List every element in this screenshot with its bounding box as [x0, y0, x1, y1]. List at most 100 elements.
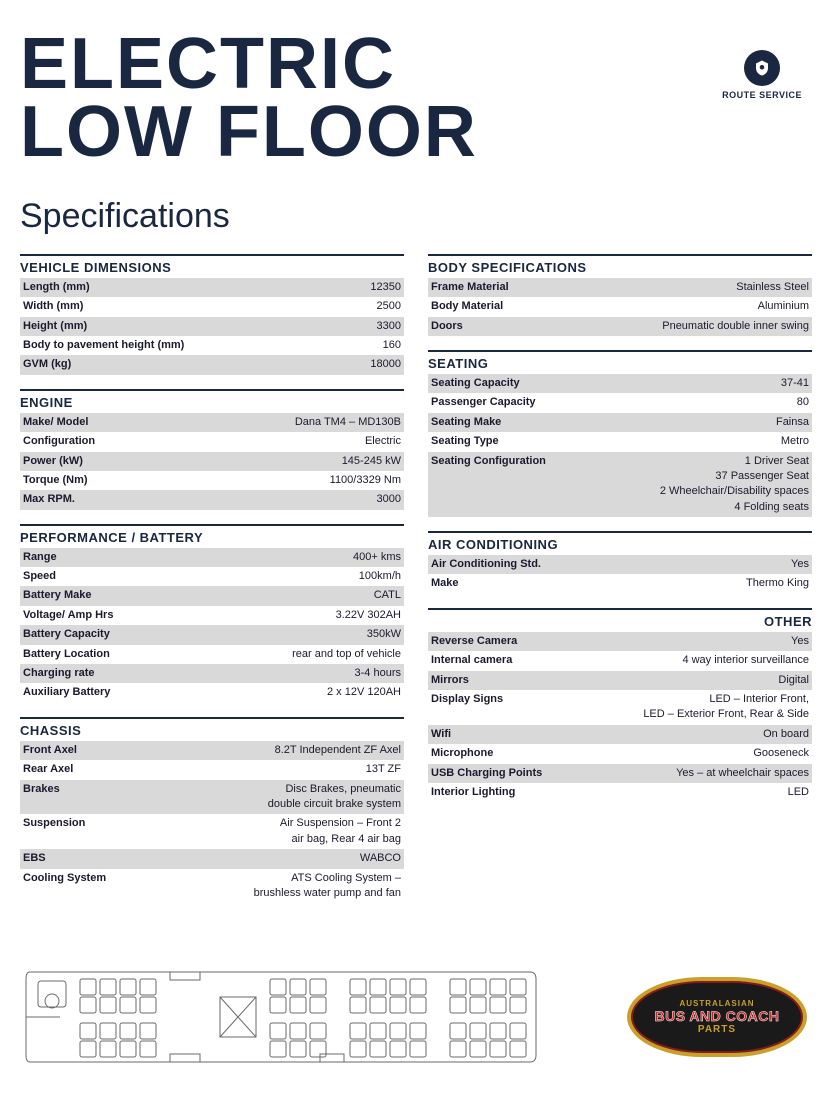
page-title: ELECTRIC LOW FLOOR — [20, 30, 478, 167]
spec-row: Charging rate3-4 hours — [20, 664, 404, 683]
spec-value: 18000 — [71, 357, 401, 372]
spec-row: Length (mm)12350 — [20, 278, 404, 297]
spec-row: SuspensionAir Suspension – Front 2 air b… — [20, 814, 404, 849]
spec-label: EBS — [23, 851, 46, 866]
bus-floorplan — [20, 957, 540, 1077]
spec-value: ATS Cooling System – brushless water pum… — [106, 871, 401, 902]
right-column: BODY SPECIFICATIONS Frame MaterialStainle… — [428, 254, 812, 918]
logo-text: AUSTRALASIAN BUS AND COACH PARTS — [655, 999, 780, 1035]
spec-section: VEHICLE DIMENSIONSLength (mm)12350Width … — [20, 254, 404, 375]
spec-label: Battery Location — [23, 647, 110, 662]
title-line2: LOW FLOOR — [20, 98, 478, 166]
spec-row: Reverse CameraYes — [428, 632, 812, 651]
spec-value: Stainless Steel — [509, 280, 809, 295]
spec-row: Seating Capacity37-41 — [428, 374, 812, 393]
spec-value: Electric — [95, 434, 401, 449]
spec-label: Seating Make — [431, 415, 501, 430]
spec-row: WifiOn board — [428, 725, 812, 744]
spec-value: Air Suspension – Front 2 air bag, Rear 4… — [85, 816, 401, 847]
section-title: BODY SPECIFICATIONS — [428, 254, 812, 278]
spec-row: Passenger Capacity80 — [428, 393, 812, 412]
logo-line3: PARTS — [655, 1024, 780, 1035]
spec-value: 37-41 — [520, 376, 809, 391]
spec-row: Speed100km/h — [20, 567, 404, 586]
spec-label: Width (mm) — [23, 299, 83, 314]
spec-value: 3-4 hours — [95, 666, 401, 681]
section-title: CHASSIS — [20, 717, 404, 741]
spec-value: 12350 — [90, 280, 401, 295]
spec-row: Torque (Nm)1100/3329 Nm — [20, 471, 404, 490]
spec-label: Seating Configuration — [431, 454, 546, 516]
spec-row: Cooling SystemATS Cooling System – brush… — [20, 869, 404, 904]
spec-label: Body to pavement height (mm) — [23, 338, 184, 353]
spec-row: Auxiliary Battery2 x 12V 120AH — [20, 683, 404, 702]
spec-value: 4 way interior surveillance — [512, 653, 809, 668]
spec-row: DoorsPneumatic double inner swing — [428, 317, 812, 336]
spec-value: 400+ kms — [57, 550, 401, 565]
spec-value: Dana TM4 – MD130B — [88, 415, 401, 430]
spec-label: Charging rate — [23, 666, 95, 681]
spec-value: 80 — [536, 395, 809, 410]
spec-row: Display SignsLED – Interior Front, LED –… — [428, 690, 812, 725]
spec-row: Voltage/ Amp Hrs3.22V 302AH — [20, 606, 404, 625]
spec-row: Battery Locationrear and top of vehicle — [20, 645, 404, 664]
spec-label: Front Axel — [23, 743, 77, 758]
spec-row: Body to pavement height (mm)160 — [20, 336, 404, 355]
spec-value: Metro — [499, 434, 809, 449]
spec-section: BODY SPECIFICATIONS Frame MaterialStainle… — [428, 254, 812, 336]
spec-value: 1100/3329 Nm — [88, 473, 401, 488]
spec-row: Interior LightingLED — [428, 783, 812, 802]
spec-label: Make/ Model — [23, 415, 88, 430]
spec-row: BrakesDisc Brakes, pneumatic double circ… — [20, 780, 404, 815]
spec-columns: VEHICLE DIMENSIONSLength (mm)12350Width … — [20, 254, 812, 918]
spec-label: Frame Material — [431, 280, 509, 295]
spec-value: LED — [515, 785, 809, 800]
spec-label: Reverse Camera — [431, 634, 517, 649]
spec-row: Body MaterialAluminium — [428, 297, 812, 316]
company-logo: AUSTRALASIAN BUS AND COACH PARTS — [622, 972, 812, 1062]
spec-row: MakeThermo King — [428, 574, 812, 593]
spec-label: Torque (Nm) — [23, 473, 88, 488]
spec-value: 100km/h — [56, 569, 401, 584]
spec-section: SEATINGSeating Capacity37-41Passenger Ca… — [428, 350, 812, 517]
spec-value: On board — [451, 727, 809, 742]
spec-value: 2500 — [83, 299, 401, 314]
spec-label: Microphone — [431, 746, 493, 761]
spec-value: 8.2T Independent ZF Axel — [77, 743, 401, 758]
spec-value: rear and top of vehicle — [110, 647, 401, 662]
spec-value: 1 Driver Seat 37 Passenger Seat 2 Wheelc… — [546, 454, 809, 516]
spec-label: GVM (kg) — [23, 357, 71, 372]
spec-value: CATL — [91, 588, 401, 603]
header: ELECTRIC LOW FLOOR ROUTE SERVICE — [20, 30, 812, 167]
spec-section: PERFORMANCE / BATTERYRange400+ kmsSpeed1… — [20, 524, 404, 703]
spec-value: Yes — [541, 557, 809, 572]
spec-value: 160 — [184, 338, 401, 353]
spec-row: Front Axel8.2T Independent ZF Axel — [20, 741, 404, 760]
spec-label: Make — [431, 576, 459, 591]
spec-label: Max RPM. — [23, 492, 75, 507]
spec-value: Pneumatic double inner swing — [463, 319, 809, 334]
section-title: ENGINE — [20, 389, 404, 413]
spec-row: MicrophoneGooseneck — [428, 744, 812, 763]
route-badge-label: ROUTE SERVICE — [722, 90, 802, 100]
section-title: AIR CONDITIONING — [428, 531, 812, 555]
spec-row: ConfigurationElectric — [20, 432, 404, 451]
spec-value: Disc Brakes, pneumatic double circuit br… — [60, 782, 401, 813]
spec-row: GVM (kg)18000 — [20, 355, 404, 374]
spec-row: Make/ ModelDana TM4 – MD130B — [20, 413, 404, 432]
spec-label: Suspension — [23, 816, 85, 847]
title-line1: ELECTRIC — [20, 30, 478, 98]
spec-value: LED – Interior Front, LED – Exterior Fro… — [503, 692, 809, 723]
spec-section: AIR CONDITIONINGAir Conditioning Std.Yes… — [428, 531, 812, 594]
spec-value: Digital — [469, 673, 809, 688]
spec-label: Rear Axel — [23, 762, 73, 777]
spec-row: Internal camera4 way interior surveillan… — [428, 651, 812, 670]
spec-section: OTHERReverse CameraYesInternal camera4 w… — [428, 608, 812, 803]
spec-row: Seating MakeFainsa — [428, 413, 812, 432]
spec-label: Height (mm) — [23, 319, 87, 334]
spec-value: 3000 — [75, 492, 401, 507]
spec-label: Display Signs — [431, 692, 503, 723]
spec-label: Auxiliary Battery — [23, 685, 110, 700]
spec-label: Range — [23, 550, 57, 565]
spec-value: Thermo King — [459, 576, 809, 591]
